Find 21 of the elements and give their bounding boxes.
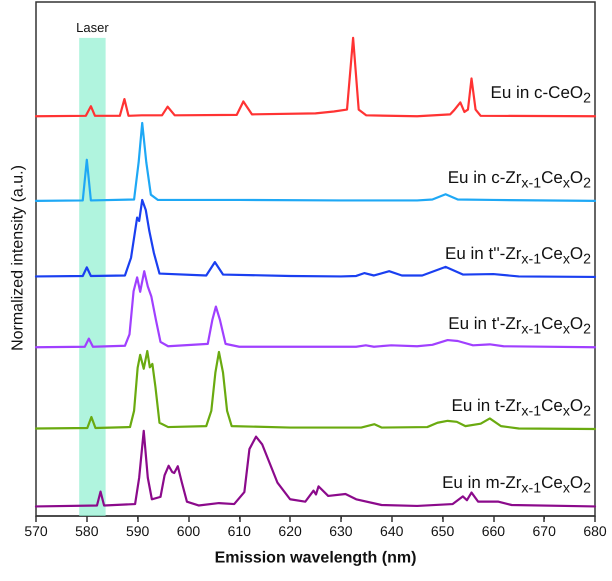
series-label: Eu in m-Zr$_{x-1}$Ce$_{x}$O$_{2}$ <box>442 473 591 498</box>
x-tick-label: 570 <box>24 523 48 539</box>
band-label: Laser <box>76 20 110 35</box>
x-tick-label: 610 <box>228 523 252 539</box>
series-label: Eu in c-Zr$_{x-1}$Ce$_{x}$O$_{2}$ <box>448 168 591 193</box>
x-tick-label: 680 <box>583 523 607 539</box>
x-tick-label: 590 <box>126 523 150 539</box>
x-tick-label: 600 <box>176 523 200 539</box>
y-axis-title: Normalized intensity (a.u.) <box>10 165 26 351</box>
x-tick-label: 620 <box>278 523 302 539</box>
x-tick-label: 650 <box>430 523 454 539</box>
x-tick-label: 660 <box>482 523 506 539</box>
series-label: Eu in t-Zr$_{x-1}$Ce$_{x}$O$_{2}$ <box>452 396 591 421</box>
x-tick-label: 640 <box>380 523 404 539</box>
series-label: Eu in t'-Zr$_{x-1}$Ce$_{x}$O$_{2}$ <box>448 314 591 340</box>
series-label: Eu in c-CeO$_{2}$ <box>490 82 591 108</box>
x-tick-label: 580 <box>75 523 99 539</box>
x-tick-label: 670 <box>532 523 556 539</box>
x-axis-title: Emission wavelength (nm) <box>214 550 416 566</box>
series-label: Eu in t''-Zr$_{x-1}$Ce$_{x}$O$_{2}$ <box>445 244 591 269</box>
x-tick-label: 630 <box>329 523 353 539</box>
